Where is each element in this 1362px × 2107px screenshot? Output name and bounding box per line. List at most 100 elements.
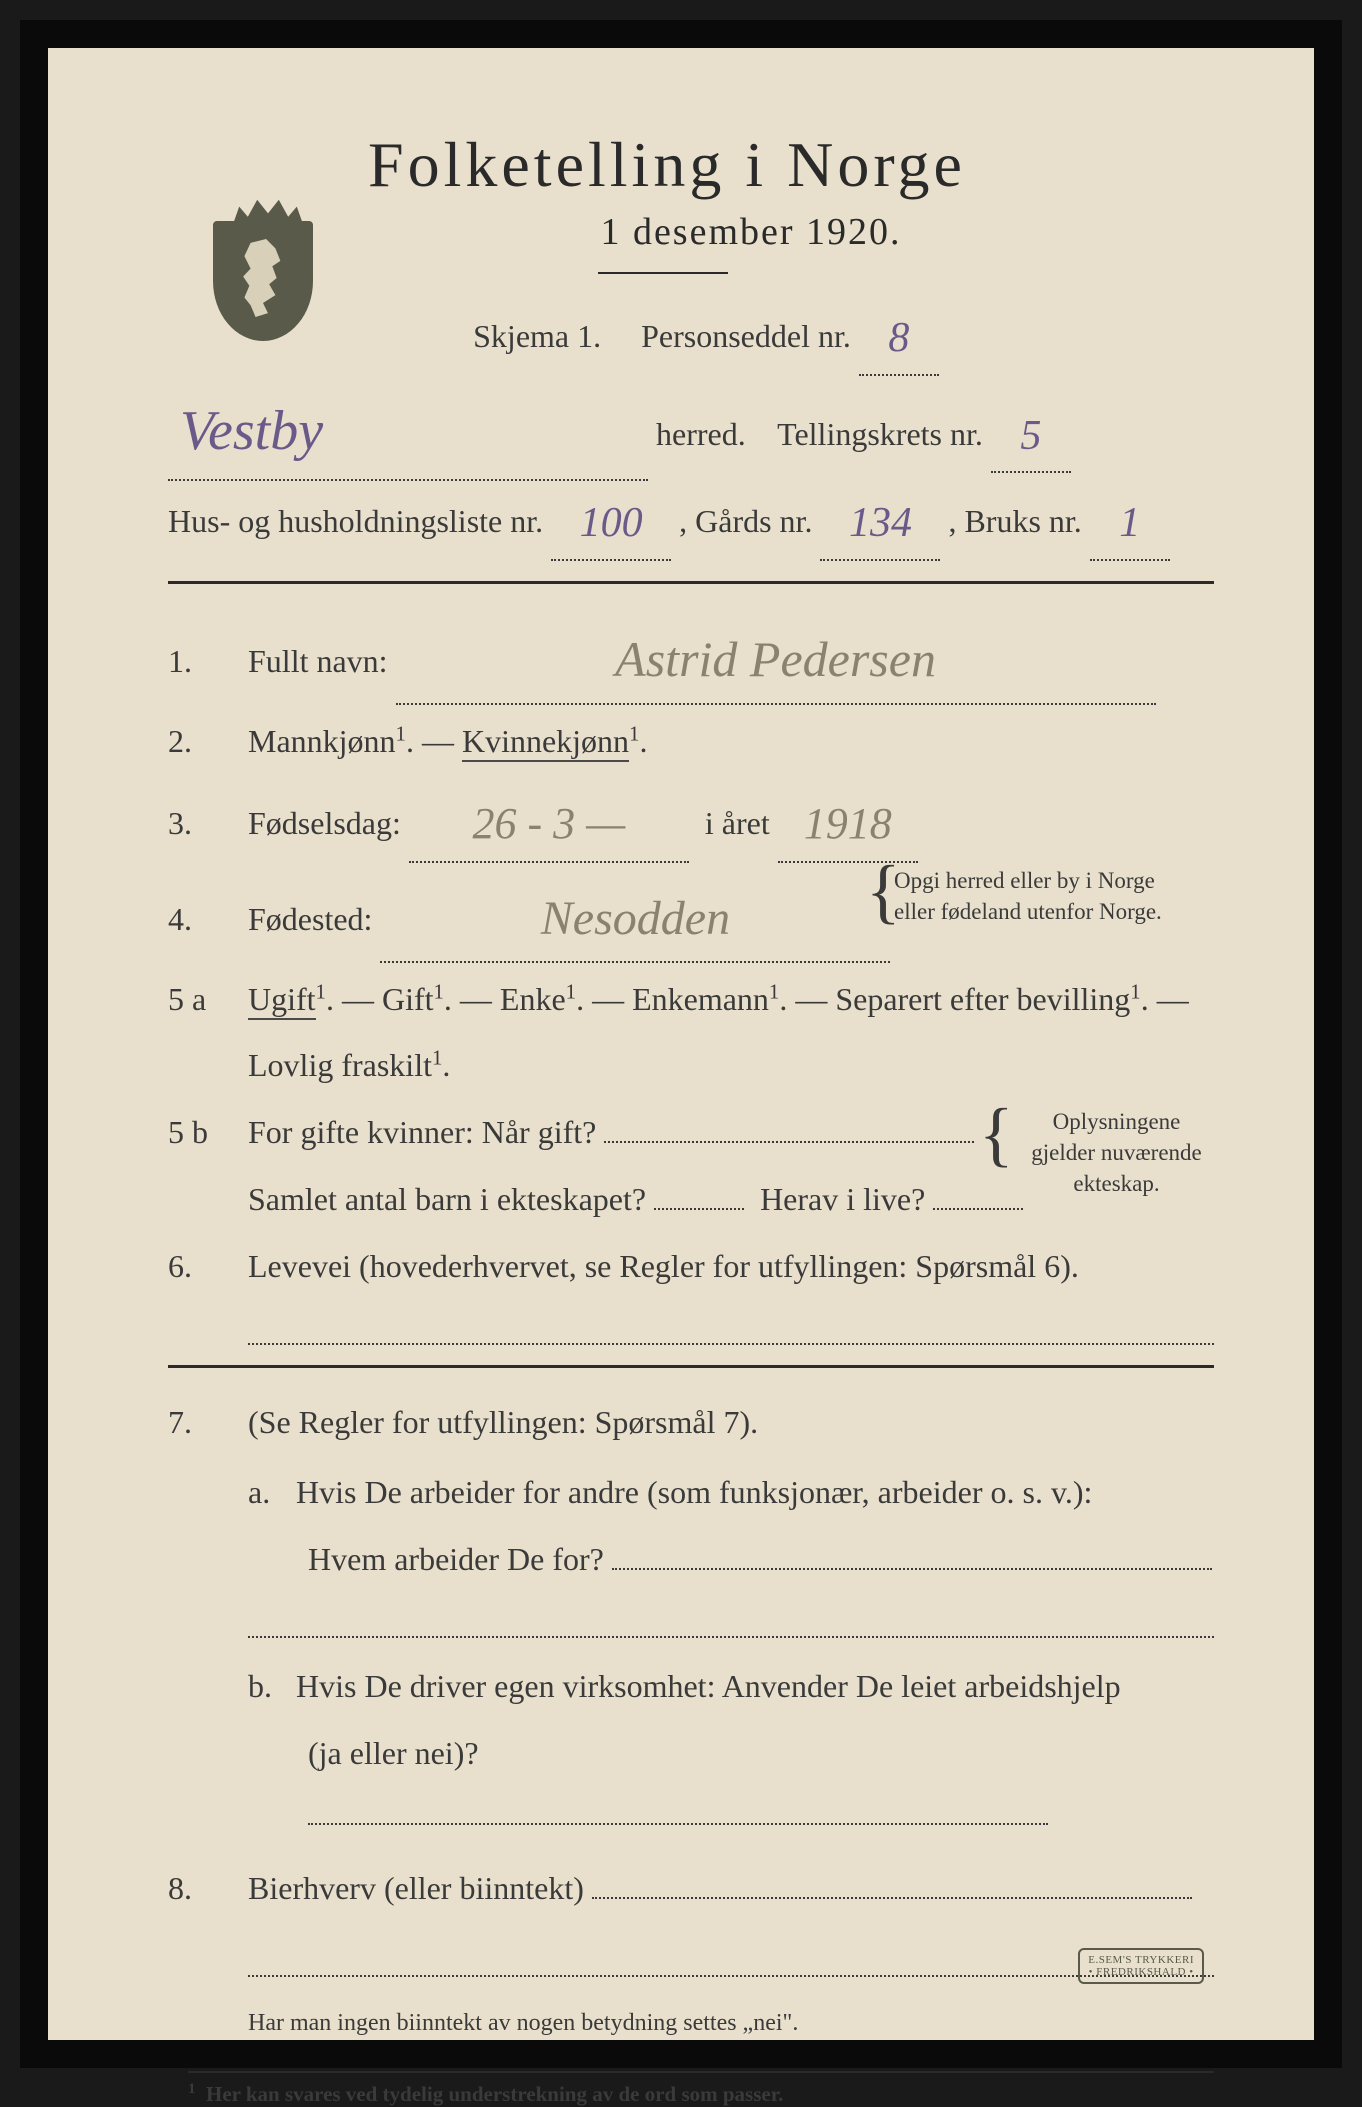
q7b-row: b. Hvis De driver egen virksomhet: Anven… <box>248 1656 1214 1717</box>
q5b-num: 5 b <box>168 1102 248 1163</box>
footnote-text: Her kan svares ved tydelig understreknin… <box>206 2082 783 2106</box>
q5b-note-l2: gjelder nuværende <box>1031 1140 1202 1165</box>
q4-label: Fødested: <box>248 901 372 937</box>
q2-male: Mannkjønn <box>248 723 396 759</box>
q3-daymonth-field: 26 - 3 — <box>409 778 689 864</box>
q4-note-l1: Opgi herred eller by i Norge <box>894 868 1155 893</box>
q5a-enkemann: Enkemann <box>632 981 769 1017</box>
q4-value: Nesodden <box>541 892 730 945</box>
brace-icon: { <box>866 843 901 940</box>
hus-line: Hus- og husholdningsliste nr. 100 , Gård… <box>168 481 1214 561</box>
hus-nr: 100 <box>580 500 643 546</box>
q8-blank <box>248 1941 1214 1977</box>
q2-body: Mannkjønn1. — Kvinnekjønn1. <box>248 711 1214 772</box>
q5b-body2: Samlet antal barn i ekteskapet? Herav i … <box>248 1169 1214 1230</box>
q1-field: Astrid Pedersen <box>396 608 1156 705</box>
q2-female-selected: Kvinnekjønn <box>462 723 629 762</box>
q4-note: { Opgi herred eller by i Norge eller fød… <box>894 865 1224 927</box>
q1-value: Astrid Pedersen <box>615 631 936 687</box>
hus-field: 100 <box>551 481 671 561</box>
q5b-live-field <box>933 1208 1023 1210</box>
herred-value: Vestby <box>180 400 323 462</box>
q7a-row2: Hvem arbeider De for? <box>308 1529 1214 1590</box>
q7a-blank <box>248 1602 1214 1638</box>
q8-num: 8. <box>168 1858 248 1919</box>
krets-label: Tellingskrets nr. <box>777 416 983 452</box>
q8-body: Bierhverv (eller biinntekt) <box>248 1858 1214 1919</box>
gards-label: , Gårds nr. <box>679 503 812 539</box>
q3-label: Fødselsdag: <box>248 805 401 841</box>
q6-body: Levevei (hovederhvervet, se Regler for u… <box>248 1236 1214 1297</box>
krets-field: 5 <box>991 394 1071 474</box>
q7a-field <box>612 1568 1212 1570</box>
q5a-ugift-selected: Ugift <box>248 981 316 1020</box>
q5a-body: Ugift1. — Gift1. — Enke1. — Enkemann1. —… <box>248 969 1214 1030</box>
q5b-label3: Herav i live? <box>760 1181 925 1217</box>
q3-body: Fødselsdag: 26 - 3 — i året 1918 <box>248 778 1214 864</box>
q5a-row: 5 a Ugift1. — Gift1. — Enke1. — Enkemann… <box>168 969 1214 1030</box>
q7b-body: b. Hvis De driver egen virksomhet: Anven… <box>248 1656 1214 1717</box>
q7a-letter: a. <box>248 1462 288 1523</box>
q3-year: 1918 <box>804 799 892 848</box>
question-list: 1. Fullt navn: Astrid Pedersen 2. Mannkj… <box>168 608 1214 2047</box>
q5b-label2: Samlet antal barn i ekteskapet? <box>248 1181 646 1217</box>
date-subtitle: 1 desember 1920. <box>288 210 1214 254</box>
q7b-row2: (ja eller nei)? <box>308 1723 1214 1845</box>
q5b-label1: For gifte kvinner: Når gift? <box>248 1114 596 1150</box>
q5a-fraskilt: Lovlig fraskilt <box>248 1047 432 1083</box>
q2-row: 2. Mannkjønn1. — Kvinnekjønn1. <box>168 711 1214 772</box>
q4-num: 4. <box>168 889 248 950</box>
q3-num: 3. <box>168 793 248 854</box>
q5b-row2: Samlet antal barn i ekteskapet? Herav i … <box>168 1169 1214 1230</box>
q8-field <box>592 1897 1192 1899</box>
q7b-letter: b. <box>248 1656 288 1717</box>
footnote: 1 Her kan svares ved tydelig understrekn… <box>188 2071 1214 2107</box>
q5b-gift-field <box>604 1141 974 1143</box>
q7a-row: a. Hvis De arbeider for andre (som funks… <box>248 1462 1214 1523</box>
q3-row: 3. Fødselsdag: 26 - 3 — i året 1918 <box>168 778 1214 864</box>
title-rule <box>598 272 728 274</box>
q7a-l1: Hvis De arbeider for andre (som funksjon… <box>296 1474 1092 1510</box>
stamp-l2: • FREDRIKSHALD • <box>1089 1966 1194 1978</box>
printer-stamp: E.SEM'S TRYKKERI • FREDRIKSHALD • <box>1078 1948 1204 1984</box>
q1-num: 1. <box>168 631 248 692</box>
schema-label: Skjema 1. <box>473 318 601 354</box>
q5a-enke: Enke <box>500 981 566 1017</box>
title-block: Folketelling i Norge 1 desember 1920. <box>368 128 1214 254</box>
q7-num: 7. <box>168 1392 248 1453</box>
herred-field: Vestby <box>168 376 648 482</box>
q6-label: Levevei (hovederhvervet, se Regler for u… <box>248 1248 1079 1284</box>
q3-daymonth: 26 - 3 — <box>473 799 626 848</box>
q3-iaret: i året <box>705 805 770 841</box>
q5b-barn-field <box>654 1208 744 1210</box>
q5a-num: 5 a <box>168 969 248 1030</box>
q6-row: 6. Levevei (hovederhvervet, se Regler fo… <box>168 1236 1214 1297</box>
q4-body: Fødested: Nesodden { Opgi herred eller b… <box>248 869 1214 962</box>
q4-field: Nesodden <box>380 869 890 962</box>
q7b-l2: (ja eller nei)? <box>308 1735 479 1771</box>
q5a-body2: Lovlig fraskilt1. <box>248 1035 1214 1096</box>
q4-note-l2: eller fødeland utenfor Norge. <box>894 899 1162 924</box>
q1-label: Fullt navn: <box>248 643 388 679</box>
q7-label: (Se Regler for utfyllingen: Spørsmål 7). <box>248 1404 758 1440</box>
q5b-note-l1: Oplysningene <box>1053 1109 1181 1134</box>
person-nr: 8 <box>888 315 909 361</box>
q6-blank <box>248 1309 1214 1345</box>
q1-row: 1. Fullt navn: Astrid Pedersen <box>168 608 1214 705</box>
gards-nr: 134 <box>849 500 912 546</box>
q7b-body2: (ja eller nei)? <box>308 1723 1214 1845</box>
q4-row: 4. Fødested: Nesodden { Opgi herred elle… <box>168 869 1214 962</box>
person-label: Personseddel nr. <box>641 318 851 354</box>
q5a-separert: Separert efter bevilling <box>835 981 1130 1017</box>
q2-dash: — <box>422 723 462 759</box>
q7-body: (Se Regler for utfyllingen: Spørsmål 7). <box>248 1392 1214 1453</box>
bruks-nr: 1 <box>1119 500 1140 546</box>
divider-2 <box>168 1365 1214 1368</box>
q8-label: Bierhverv (eller biinntekt) <box>248 1870 584 1906</box>
q7a-l2: Hvem arbeider De for? <box>308 1541 604 1577</box>
gards-field: 134 <box>820 481 940 561</box>
footnote-num: 1 <box>188 2081 196 2097</box>
footer-note: Har man ingen biinntekt av nogen betydni… <box>248 2001 1214 2047</box>
person-nr-field: 8 <box>859 296 939 376</box>
q5a-gift: Gift <box>382 981 434 1017</box>
